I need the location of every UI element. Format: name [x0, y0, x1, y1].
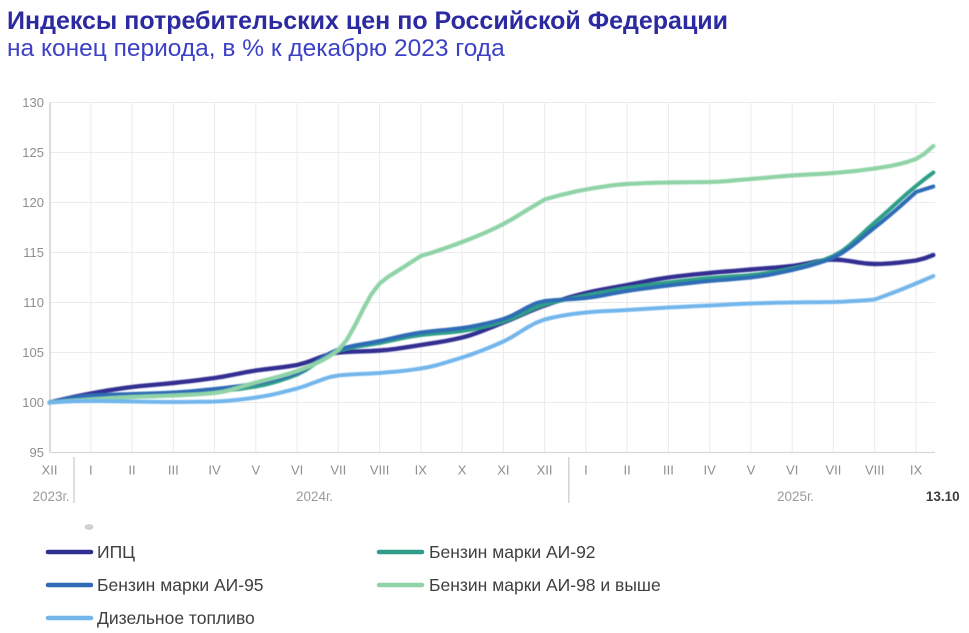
svg-text:120: 120	[22, 195, 44, 210]
svg-text:IX: IX	[415, 463, 428, 478]
svg-text:Бензин марки АИ-98 и выше: Бензин марки АИ-98 и выше	[429, 575, 661, 595]
svg-text:13.10: 13.10	[926, 489, 960, 504]
svg-text:IX: IX	[910, 463, 923, 478]
svg-text:105: 105	[22, 345, 44, 360]
svg-text:95: 95	[30, 445, 44, 460]
svg-text:125: 125	[22, 145, 44, 160]
svg-text:III: III	[663, 463, 674, 478]
svg-text:110: 110	[23, 295, 44, 310]
svg-text:ИПЦ: ИПЦ	[97, 542, 135, 562]
svg-text:100: 100	[22, 395, 44, 410]
svg-text:V: V	[747, 463, 756, 478]
svg-text:I: I	[89, 463, 93, 478]
svg-text:VII: VII	[825, 463, 841, 478]
svg-text:VII: VII	[330, 463, 346, 478]
svg-text:III: III	[168, 463, 179, 478]
svg-text:XI: XI	[497, 463, 509, 478]
svg-text:2024г.: 2024г.	[296, 489, 333, 504]
svg-text:II: II	[128, 463, 135, 478]
svg-text:IV: IV	[208, 463, 221, 478]
svg-text:130: 130	[22, 95, 44, 110]
svg-text:X: X	[458, 463, 467, 478]
svg-text:XII: XII	[537, 463, 553, 478]
svg-text:Дизельное топливо: Дизельное топливо	[97, 608, 255, 628]
svg-text:IV: IV	[704, 463, 717, 478]
svg-text:V: V	[251, 463, 260, 478]
svg-text:XII: XII	[42, 463, 58, 478]
svg-text:115: 115	[23, 245, 44, 260]
svg-text:Бензин марки АИ-92: Бензин марки АИ-92	[429, 542, 596, 562]
svg-text:VI: VI	[786, 463, 798, 478]
svg-text:VIII: VIII	[865, 463, 885, 478]
svg-text:I: I	[584, 463, 588, 478]
svg-text:VIII: VIII	[370, 463, 390, 478]
svg-text:VI: VI	[291, 463, 303, 478]
svg-text:Бензин марки АИ-95: Бензин марки АИ-95	[97, 575, 264, 595]
svg-text:II: II	[623, 463, 630, 478]
svg-text:2025г.: 2025г.	[777, 489, 814, 504]
svg-text:2023г.: 2023г.	[32, 489, 69, 504]
